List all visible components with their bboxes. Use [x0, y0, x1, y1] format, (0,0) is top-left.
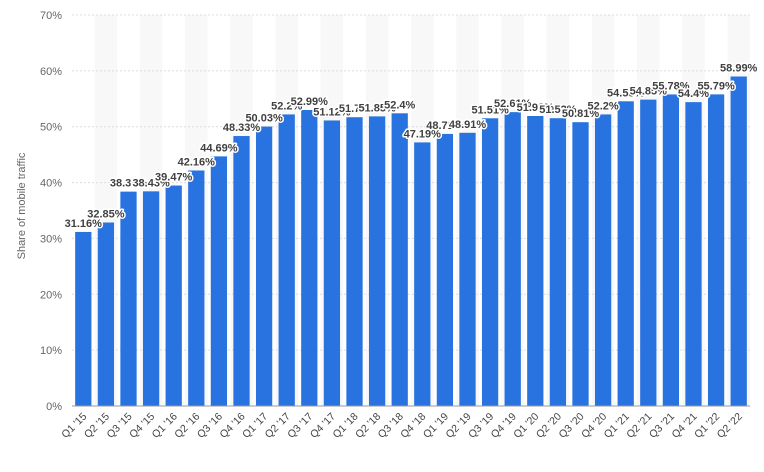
bar	[640, 99, 657, 407]
bars	[75, 76, 747, 407]
bar	[436, 133, 454, 406]
data-label: 42.16%	[178, 157, 216, 169]
y-tick-label: 60%	[40, 66, 62, 78]
data-label: 54.55%	[607, 87, 645, 99]
data-label: 50.03%	[245, 113, 283, 125]
bar	[662, 94, 680, 406]
bar	[301, 110, 318, 406]
bar	[368, 116, 386, 407]
data-label: 51.12%	[313, 106, 351, 118]
bar	[459, 132, 476, 406]
data-label: 50.81%	[562, 108, 600, 120]
bar	[527, 115, 544, 406]
data-label: 52.2%	[587, 100, 618, 112]
data-label: 52.4%	[384, 99, 415, 111]
data-label: 32.85%	[87, 209, 125, 221]
y-axis-label: Share of mobile traffic	[16, 152, 28, 259]
y-tick-label: 70%	[40, 10, 62, 22]
data-label: 48.33%	[223, 122, 261, 134]
data-label: 38.38%	[110, 178, 148, 190]
data-label: 55.78%	[652, 80, 690, 92]
bar	[414, 142, 431, 406]
x-tick-label: Q2 '22	[715, 411, 745, 441]
bar	[120, 191, 137, 406]
bar	[481, 118, 499, 407]
bar	[210, 156, 228, 406]
bar	[142, 191, 160, 406]
data-label: 52.61%	[494, 98, 532, 110]
data-label: 54.85%	[630, 86, 668, 98]
data-label: 47.19%	[404, 128, 442, 140]
bar	[572, 122, 589, 407]
y-tick-label: 0%	[46, 401, 62, 413]
data-label: 51.7%	[339, 103, 370, 115]
bar	[346, 117, 363, 407]
data-label: 44.69%	[200, 142, 238, 154]
data-label: 51.92%	[517, 102, 555, 114]
y-tick-label: 40%	[40, 178, 62, 190]
bar	[323, 120, 341, 406]
bar	[685, 102, 702, 406]
bar	[255, 126, 273, 406]
data-label: 51.51%	[471, 104, 509, 116]
bar	[97, 222, 115, 406]
bar	[504, 112, 521, 407]
data-label: 55.79%	[697, 80, 735, 92]
bar	[233, 136, 250, 407]
y-tick-label: 20%	[40, 289, 62, 301]
data-label: 58.99%	[720, 62, 758, 74]
data-label: 48.91%	[449, 119, 487, 131]
bar	[617, 101, 634, 406]
data-label: 31.16%	[65, 218, 103, 230]
bar	[278, 114, 295, 406]
data-label: 51.85%	[358, 102, 396, 114]
data-label: 51.52%	[539, 104, 577, 116]
grid-lines	[72, 14, 750, 351]
data-label: 38.43%	[132, 177, 170, 189]
y-axis-ticks: 0% 10% 20% 30% 40% 50% 60% 70%	[40, 10, 62, 413]
bar	[707, 94, 725, 407]
bar	[549, 118, 567, 406]
y-tick-label: 50%	[40, 122, 62, 134]
bar	[730, 76, 747, 406]
bar	[594, 114, 612, 406]
y-tick-label: 30%	[40, 233, 62, 245]
bar	[75, 231, 92, 406]
data-label: 54.4%	[678, 88, 709, 100]
bar	[165, 185, 182, 406]
data-label: 48.71%	[426, 120, 464, 132]
data-labels: 31.16%32.85% 38.38%38.43%39.47% 42.16% 44.6…	[63, 61, 759, 231]
data-label: 39.47%	[155, 172, 193, 184]
data-label: 52.99%	[291, 96, 329, 108]
data-label: 52.2%	[271, 100, 302, 112]
y-tick-label: 10%	[40, 345, 62, 357]
bar	[391, 113, 408, 407]
bar	[188, 170, 205, 406]
